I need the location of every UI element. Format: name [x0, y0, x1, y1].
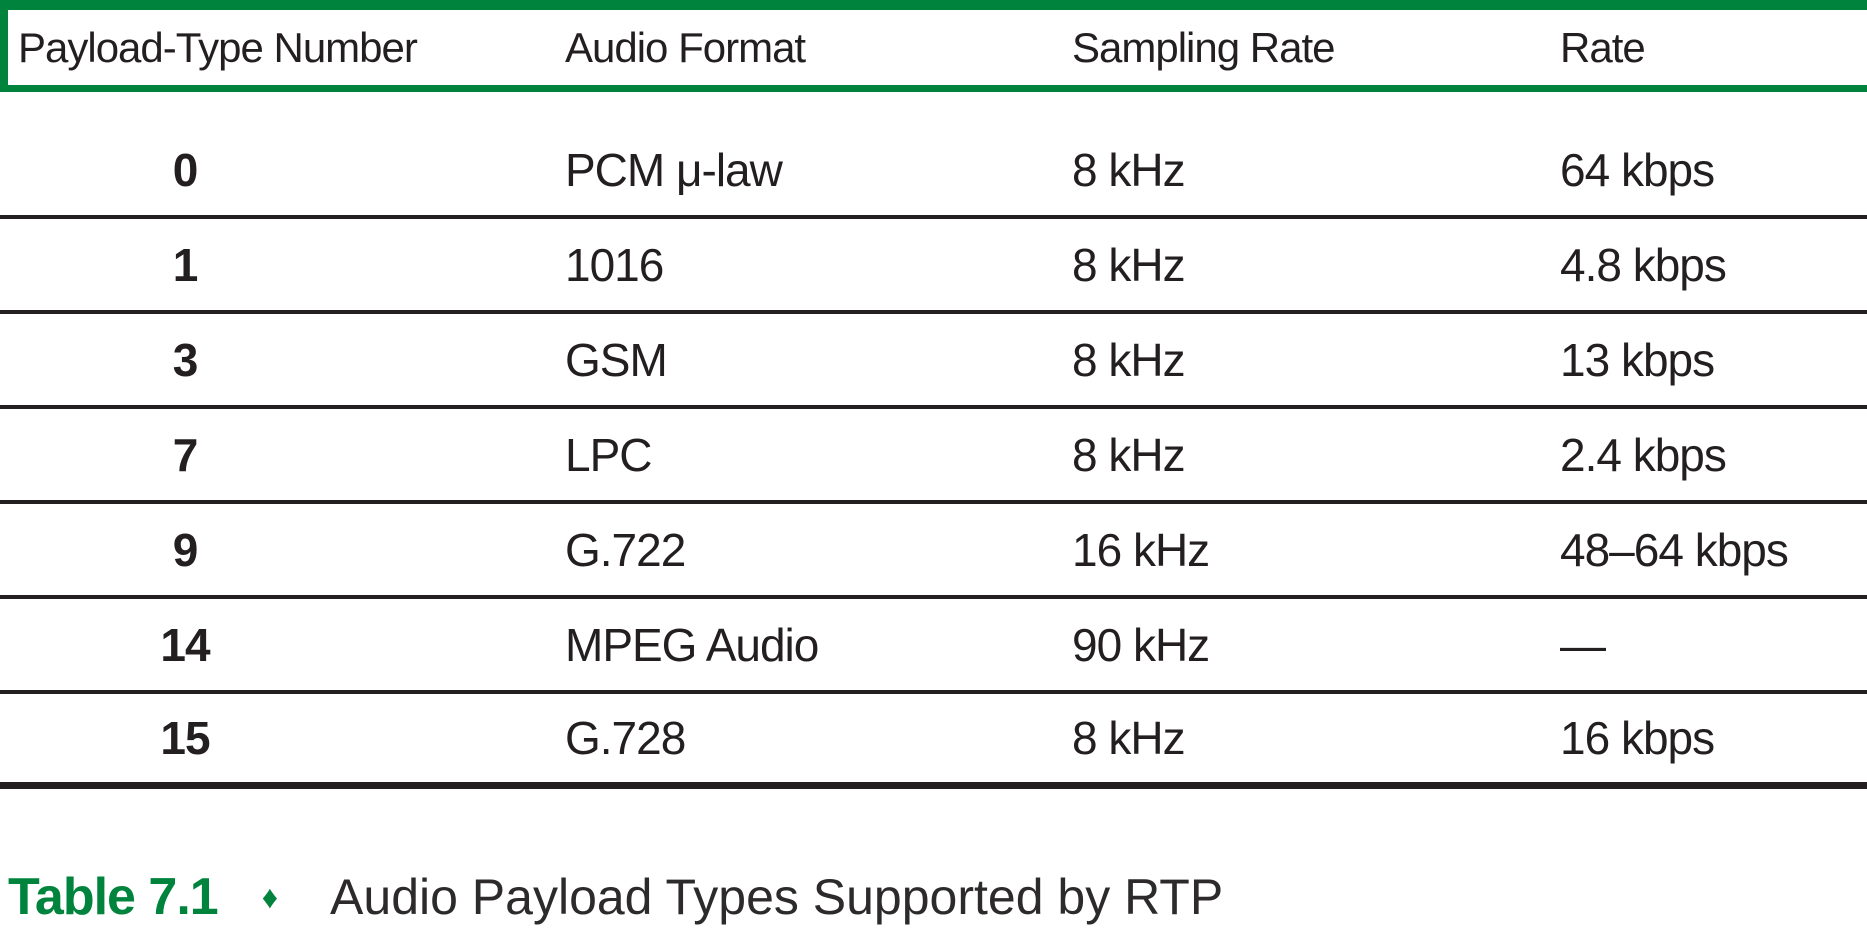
rate-cell: 48–64 kbps: [1560, 523, 1789, 576]
rate-cell: 16 kbps: [1560, 712, 1715, 764]
table-top-border: [0, 0, 1867, 10]
table-row: 1 1016 8 kHz 4.8 kbps: [0, 219, 1867, 314]
payload-type-cell: 9: [172, 523, 199, 576]
payload-type-cell: 15: [160, 712, 210, 764]
table-row: 7 LPC 8 kHz 2.4 kbps: [0, 409, 1867, 504]
column-header-rate: Rate: [1560, 23, 1646, 71]
rtp-payload-table: Payload-Type Number Audio Format Samplin…: [0, 0, 1867, 789]
caption-text: Audio Payload Types Supported by RTP: [330, 869, 1224, 925]
column-header-audio-format: Audio Format: [565, 23, 806, 71]
diamond-icon: ♦: [261, 879, 279, 915]
table-rows: 0 PCM μ-law 8 kHz 64 kbps 1 1016 8 kHz 4…: [0, 124, 1867, 789]
rate-cell: —: [1560, 618, 1606, 671]
audio-format-cell: 1016: [565, 238, 664, 291]
rate-cell: 4.8 kbps: [1560, 238, 1727, 291]
sampling-rate-cell: 90 kHz: [1072, 618, 1210, 671]
payload-type-cell: 14: [160, 618, 210, 671]
sampling-rate-cell: 8 kHz: [1072, 428, 1186, 481]
audio-format-cell: G.728: [565, 712, 686, 764]
table-caption: Table 7.1 ♦ Audio Payload Types Supporte…: [0, 867, 1867, 927]
payload-type-cell: 7: [172, 428, 199, 481]
rate-cell: 13 kbps: [1560, 333, 1715, 386]
audio-format-cell: PCM μ-law: [565, 143, 783, 196]
audio-format-cell: G.722: [565, 523, 686, 576]
sampling-rate-cell: 8 kHz: [1072, 143, 1186, 196]
sampling-rate-cell: 16 kHz: [1072, 523, 1210, 576]
payload-type-cell: 1: [172, 238, 199, 291]
rate-cell: 64 kbps: [1560, 143, 1715, 196]
table-row: 14 MPEG Audio 90 kHz —: [0, 599, 1867, 694]
sampling-rate-cell: 8 kHz: [1072, 333, 1186, 386]
sampling-rate-cell: 8 kHz: [1072, 238, 1186, 291]
audio-format-cell: GSM: [565, 333, 668, 386]
table-row: 9 G.722 16 kHz 48–64 kbps: [0, 504, 1867, 599]
sampling-rate-cell: 8 kHz: [1072, 712, 1186, 764]
audio-format-cell: MPEG Audio: [565, 618, 819, 671]
payload-type-cell: 3: [172, 333, 199, 386]
header-left-border: [0, 0, 8, 92]
caption-label: Table 7.1: [8, 868, 219, 926]
payload-type-cell: 0: [172, 143, 199, 196]
column-header-payload-type: Payload-Type Number: [18, 23, 418, 71]
audio-format-cell: LPC: [565, 428, 652, 481]
header-gap: [0, 92, 1867, 124]
table-row: 3 GSM 8 kHz 13 kbps: [0, 314, 1867, 409]
table-row: 15 G.728 8 kHz 16 kbps: [0, 694, 1867, 789]
rate-cell: 2.4 kbps: [1560, 428, 1727, 481]
header-underline: [0, 85, 1867, 92]
table-row: 0 PCM μ-law 8 kHz 64 kbps: [0, 124, 1867, 219]
table-header-block: Payload-Type Number Audio Format Samplin…: [0, 0, 1867, 92]
column-header-sampling-rate: Sampling Rate: [1072, 23, 1335, 71]
header-row: Payload-Type Number Audio Format Samplin…: [0, 10, 1867, 85]
